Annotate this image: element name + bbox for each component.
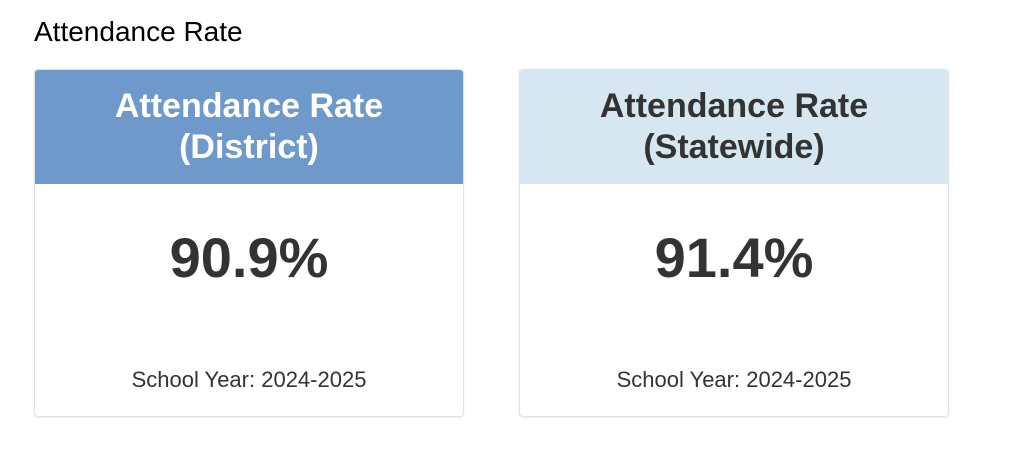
statewide-card-title: Attendance Rate bbox=[599, 87, 869, 125]
district-attendance-value: 90.9% bbox=[169, 226, 329, 289]
statewide-attendance-value: 91.4% bbox=[654, 226, 814, 289]
district-card-title: Attendance Rate bbox=[114, 87, 384, 125]
statewide-attendance-card: Attendance Rate (Statewide) 91.4% School… bbox=[519, 69, 949, 417]
section-title: Attendance Rate bbox=[34, 16, 243, 47]
district-school-year: School Year: 2024-2025 bbox=[131, 367, 367, 392]
statewide-school-year: School Year: 2024-2025 bbox=[616, 367, 852, 392]
district-attendance-card: Attendance Rate (District) 90.9% School … bbox=[34, 69, 464, 417]
statewide-card-header: Attendance Rate (Statewide) bbox=[520, 70, 948, 184]
district-card-header: Attendance Rate (District) bbox=[35, 70, 463, 184]
district-card-subtitle: (District) bbox=[179, 128, 319, 166]
statewide-card-subtitle: (Statewide) bbox=[643, 128, 825, 166]
